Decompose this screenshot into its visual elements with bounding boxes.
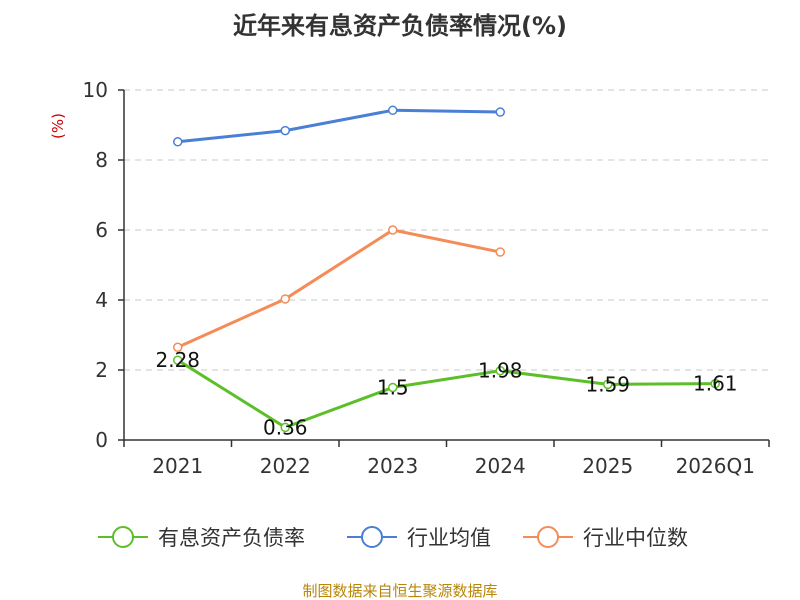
data-point[interactable] bbox=[173, 342, 183, 352]
data-label: 2.28 bbox=[155, 348, 200, 372]
series-line bbox=[177, 228, 501, 349]
series bbox=[173, 105, 720, 433]
y-tick-label: 4 bbox=[95, 288, 108, 312]
legend-label[interactable]: 有息资产负债率 bbox=[158, 526, 305, 550]
y-axis-label: (%) bbox=[49, 113, 67, 139]
data-point[interactable] bbox=[388, 225, 398, 235]
data-point[interactable] bbox=[280, 294, 290, 304]
data-point[interactable] bbox=[173, 355, 183, 365]
x-tick-label: 2025 bbox=[582, 454, 633, 478]
series-line bbox=[177, 108, 501, 144]
data-point[interactable] bbox=[280, 125, 290, 136]
data-labels: 2.28 0.36 1.5 1.98 1.59 1.61 bbox=[155, 348, 737, 439]
legend-marker[interactable] bbox=[112, 526, 134, 548]
data-label: 1.98 bbox=[478, 359, 523, 383]
y-tick-label: 0 bbox=[95, 428, 108, 452]
x-tick-label: 2021 bbox=[152, 454, 203, 478]
x-tick-label: 2023 bbox=[367, 454, 418, 478]
grid bbox=[124, 89, 769, 371]
legend-marker[interactable] bbox=[537, 526, 559, 548]
data-point[interactable] bbox=[495, 365, 505, 376]
data-label: 1.5 bbox=[377, 376, 409, 400]
y-tick-label: 6 bbox=[95, 218, 108, 242]
y-tick-label: 2 bbox=[95, 358, 108, 382]
data-label: 1.61 bbox=[693, 372, 738, 396]
data-label: 0.36 bbox=[263, 415, 308, 439]
y-tick-label: 8 bbox=[95, 148, 108, 172]
legend-label[interactable]: 行业均值 bbox=[407, 526, 491, 550]
source-note: 制图数据来自恒生聚源数据库 bbox=[302, 582, 497, 600]
data-point[interactable] bbox=[495, 247, 505, 257]
x-tick-label: 2022 bbox=[260, 454, 311, 478]
data-point[interactable] bbox=[388, 105, 398, 116]
data-point[interactable] bbox=[388, 382, 398, 393]
legend-marker[interactable] bbox=[361, 526, 383, 548]
data-point[interactable] bbox=[603, 379, 613, 390]
legend-label[interactable]: 行业中位数 bbox=[583, 526, 688, 550]
data-point[interactable] bbox=[173, 137, 183, 147]
legend[interactable]: 有息资产负债率 行业均值 行业中位数 bbox=[98, 526, 688, 550]
series-line bbox=[176, 358, 716, 429]
data-label: 1.59 bbox=[585, 372, 630, 396]
axes: 0 2 4 6 8 10 2021 2022 2023 2024 2025 2026Q1 bbox=[83, 78, 770, 478]
y-tick-label: 10 bbox=[83, 78, 108, 102]
data-point[interactable] bbox=[495, 107, 505, 117]
chart-title: 近年来有息资产负债率情况(%) bbox=[233, 12, 567, 40]
x-tick-label: 2026Q1 bbox=[676, 454, 755, 478]
x-tick-label: 2024 bbox=[475, 454, 526, 478]
data-point[interactable] bbox=[280, 422, 290, 433]
data-point[interactable] bbox=[710, 378, 720, 389]
